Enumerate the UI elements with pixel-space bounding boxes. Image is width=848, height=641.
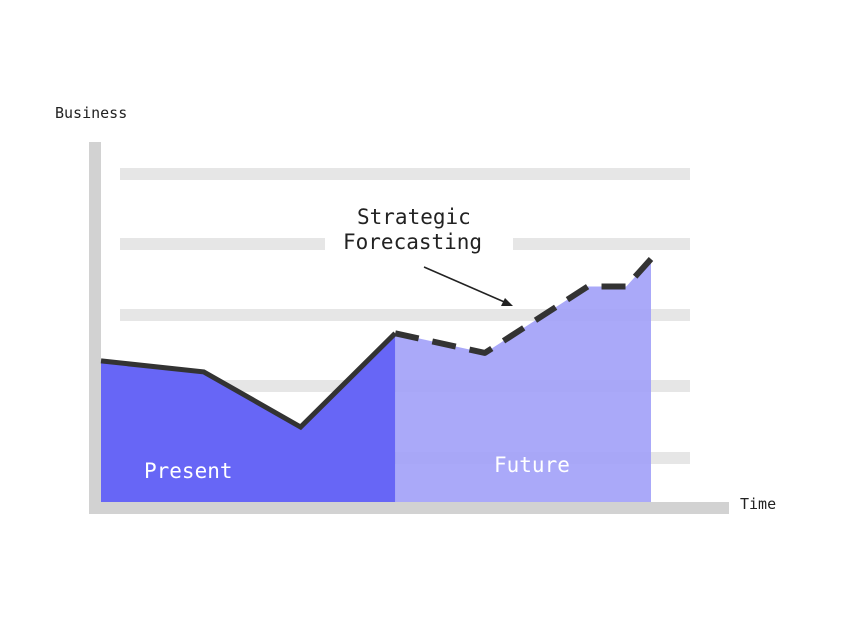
present-area — [101, 333, 396, 502]
arrow-head — [501, 298, 513, 306]
future-area — [395, 259, 651, 502]
annotation-line1: Strategic — [357, 205, 471, 229]
gridline — [120, 168, 690, 180]
x-axis-label: Time — [740, 495, 776, 513]
present-line — [100, 331, 397, 431]
x-axis — [89, 502, 729, 514]
y-axis — [89, 142, 101, 514]
future-label: Future — [494, 453, 570, 477]
forecast-dashed-line — [394, 256, 654, 356]
annotation-line2: Forecasting — [343, 230, 482, 254]
y-axis-label: Business — [55, 104, 127, 122]
annotation-arrow — [423, 266, 513, 306]
annotation-mask — [325, 200, 513, 256]
arrow-shaft — [423, 266, 510, 305]
present-label: Present — [144, 459, 233, 483]
